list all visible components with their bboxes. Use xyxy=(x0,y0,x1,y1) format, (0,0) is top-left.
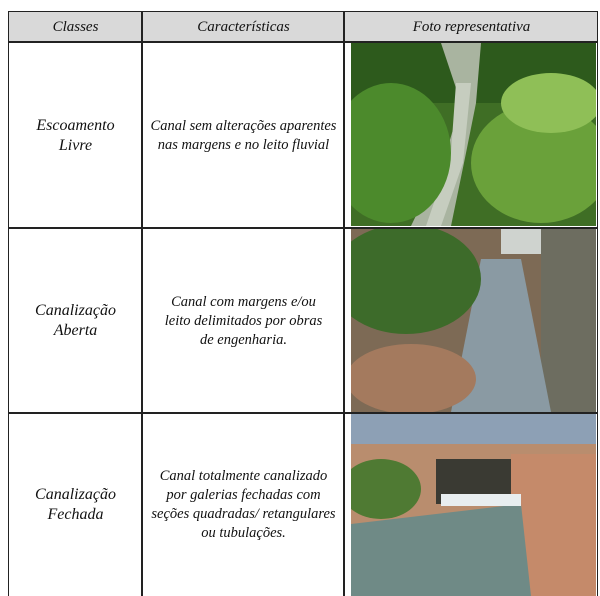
header-cell: Foto representativa xyxy=(345,12,598,42)
class-cell: Canalização Fechada xyxy=(35,486,116,523)
rule xyxy=(8,41,598,43)
characteristics-cell: Canal com margens e/ou leito delimitados… xyxy=(164,293,323,348)
rule xyxy=(343,11,345,596)
characteristics-cell: Canal totalmente canalizado por galerias… xyxy=(151,468,336,541)
photo xyxy=(351,414,596,596)
characteristics-cell: Canal sem alterações aparentes nas marge… xyxy=(150,117,337,153)
header-cell: Características xyxy=(143,12,344,42)
class-cell: Canalização Aberta xyxy=(35,302,116,339)
rule xyxy=(8,227,598,229)
photo xyxy=(351,229,596,412)
class-cell: Escoamento Livre xyxy=(36,116,115,154)
rule xyxy=(8,11,598,12)
rule xyxy=(8,412,598,414)
photo xyxy=(351,43,596,226)
rule xyxy=(141,11,143,596)
rule xyxy=(597,11,598,596)
header-cell: Classes xyxy=(9,12,142,42)
rule xyxy=(8,11,9,596)
